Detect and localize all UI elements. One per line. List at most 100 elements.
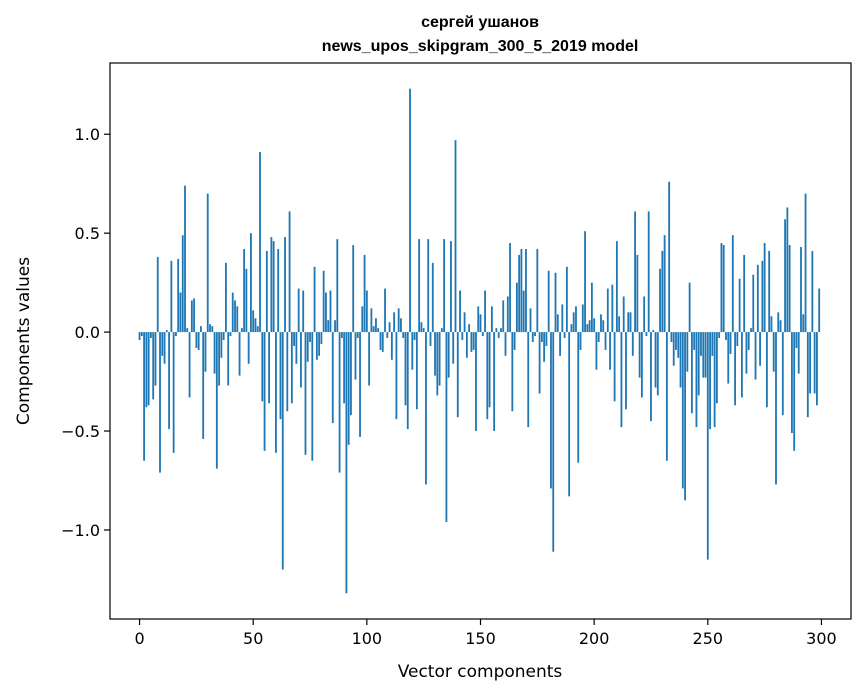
bar-39 (227, 332, 230, 386)
bar-28 (202, 332, 205, 439)
bar-297 (813, 332, 816, 394)
bar-231 (663, 235, 666, 333)
bar-282 (779, 320, 782, 333)
bar-272 (756, 264, 759, 333)
bar-105 (377, 328, 380, 333)
x-tick-label: 150 (465, 629, 496, 648)
bar-151 (481, 332, 484, 337)
bar-149 (477, 306, 480, 333)
bar-112 (393, 312, 396, 333)
bar-127 (427, 239, 430, 333)
bar-2 (143, 332, 146, 461)
bar-207 (609, 332, 611, 370)
bar-13 (168, 332, 171, 430)
bar-148 (475, 332, 477, 432)
bar-11 (163, 332, 166, 364)
bar-219 (636, 254, 639, 333)
bar-135 (445, 332, 448, 523)
bar-255 (718, 332, 721, 339)
bar-0 (138, 332, 141, 341)
bar-172 (529, 308, 532, 333)
bar-93 (350, 332, 352, 416)
bar-278 (770, 316, 773, 333)
bar-63 (281, 332, 284, 570)
bar-265 (740, 332, 743, 398)
bar-167 (518, 254, 521, 333)
bar-158 (497, 332, 500, 339)
bar-271 (754, 332, 757, 380)
bar-267 (745, 332, 748, 374)
bar-103 (372, 326, 375, 333)
bar-169 (522, 290, 525, 333)
bar-1 (140, 332, 143, 337)
bar-68 (293, 332, 296, 346)
bar-104 (375, 318, 377, 333)
bar-117 (404, 332, 407, 406)
bar-222 (643, 296, 646, 333)
bar-124 (420, 322, 423, 333)
bar-106 (379, 332, 382, 350)
bar-266 (743, 254, 746, 333)
bar-176 (538, 332, 541, 394)
bar-290 (797, 332, 800, 374)
bar-126 (425, 332, 427, 485)
bar-253 (713, 332, 716, 428)
bar-16 (175, 332, 177, 337)
bar-187 (563, 332, 566, 339)
bar-65 (286, 332, 289, 412)
bar-95 (354, 332, 357, 380)
bar-52 (256, 326, 259, 333)
x-axis-label: Vector components (398, 662, 563, 682)
x-axis: 0 50 100 150 200 250 300 (134, 619, 837, 648)
bar-197 (586, 324, 589, 333)
bar-53 (259, 152, 261, 333)
bar-140 (456, 332, 459, 418)
y-axis-label: Components values (14, 257, 34, 425)
bar-296 (811, 250, 814, 333)
bar-162 (506, 296, 509, 333)
bar-174 (534, 332, 536, 337)
bar-280 (775, 332, 777, 485)
bar-108 (384, 288, 386, 333)
bar-69 (295, 332, 298, 364)
bar-212 (620, 332, 623, 428)
bar-122 (415, 332, 418, 410)
bar-261 (731, 235, 734, 333)
bar-40 (229, 332, 232, 337)
bar-132 (438, 332, 441, 386)
bar-78 (315, 332, 318, 360)
bar-116 (402, 332, 405, 339)
bar-74 (306, 332, 309, 362)
bar-275 (763, 243, 766, 333)
bar-269 (750, 328, 752, 333)
bar-152 (484, 290, 486, 333)
bar-217 (631, 332, 634, 356)
y-tick-label: −1.0 (61, 521, 100, 540)
bar-47 (245, 268, 248, 333)
bar-153 (486, 332, 489, 420)
bar-54 (261, 332, 264, 402)
bar-136 (447, 332, 450, 378)
bar-4 (147, 332, 150, 406)
bar-114 (397, 308, 400, 333)
bar-98 (361, 306, 364, 333)
bar-88 (338, 332, 341, 473)
bar-233 (668, 181, 671, 333)
bar-181 (550, 332, 552, 489)
bar-27 (200, 326, 202, 333)
bar-291 (800, 247, 802, 333)
bar-130 (434, 332, 436, 376)
bar-205 (604, 332, 607, 350)
y-tick-label: 1.0 (75, 125, 100, 144)
bar-36 (220, 332, 223, 358)
bar-37 (222, 332, 225, 341)
bar-72 (302, 290, 305, 333)
bar-248 (702, 332, 705, 378)
bar-292 (802, 314, 805, 333)
bar-250 (706, 332, 709, 560)
bar-237 (677, 332, 680, 358)
bar-157 (495, 328, 498, 333)
bar-256 (720, 243, 723, 333)
bar-44 (238, 332, 241, 376)
